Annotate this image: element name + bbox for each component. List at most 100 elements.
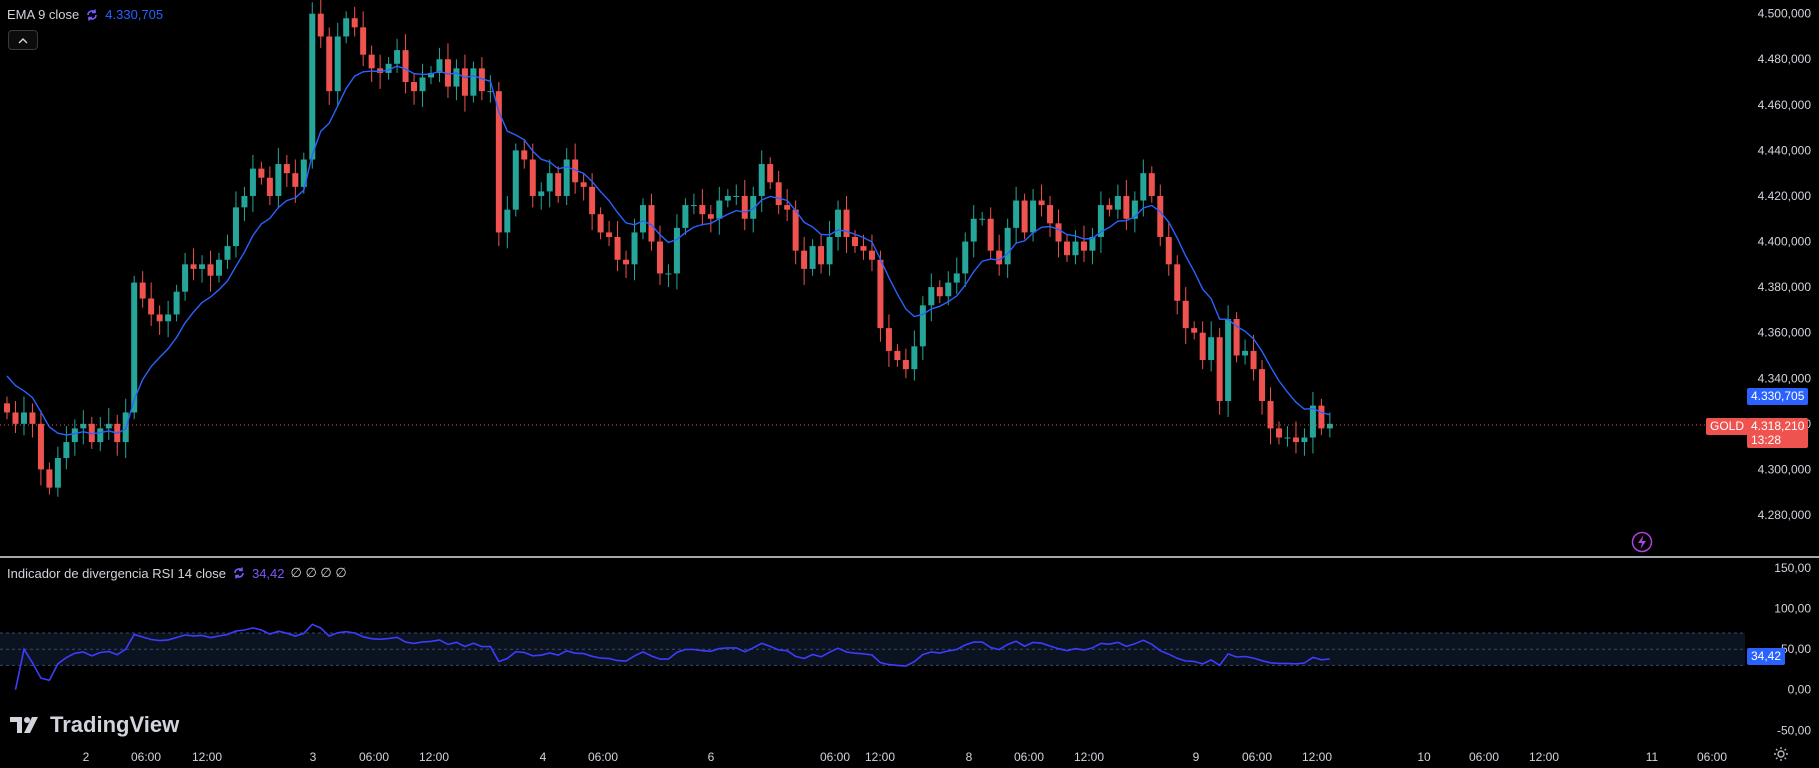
candle (1080, 225, 1087, 263)
candle-body (945, 282, 952, 297)
collapse-legend-button[interactable] (8, 30, 38, 50)
symbol-tag[interactable]: GOLD (1706, 418, 1749, 435)
rsi-tick-label: 100,00 (1774, 602, 1811, 616)
candle (546, 159, 553, 208)
rsi-legend-title: Indicador de divergencia RSI 14 close (7, 565, 226, 581)
price-tick-label: 4.360,000 (1758, 326, 1812, 340)
candle (979, 211, 986, 226)
candle (131, 275, 138, 420)
candle-body (1208, 337, 1215, 361)
candle-body (1030, 200, 1037, 233)
candle-body (614, 236, 621, 260)
ema-legend-title: EMA 9 close (7, 7, 80, 22)
candle (835, 200, 842, 251)
candle-body (54, 458, 61, 488)
candle-body (1157, 195, 1164, 237)
flash-icon[interactable] (1631, 531, 1653, 558)
candle-body (402, 50, 409, 83)
candle-body (529, 159, 536, 196)
candle-body (139, 282, 146, 299)
candle-body (419, 77, 426, 92)
candle (419, 63, 426, 108)
candle (885, 314, 892, 367)
candle (877, 250, 884, 342)
candle (1309, 391, 1316, 454)
candle (1038, 184, 1045, 217)
candle (631, 218, 638, 281)
time-tick-label: 12:00 (1302, 750, 1332, 764)
candle-body (1021, 200, 1028, 233)
candle (580, 173, 587, 201)
candle-body (648, 205, 655, 242)
candle (232, 191, 239, 258)
candle (411, 72, 418, 105)
candle-body (1284, 437, 1291, 439)
candle (105, 407, 112, 440)
candle (487, 75, 494, 103)
candle (1276, 421, 1282, 445)
time-tick-label: 8 (966, 750, 973, 764)
time-tick-label: 2 (83, 750, 90, 764)
price-axis[interactable]: 4.500,000 4.480,000 4.460,000 4.440,000 4.42… (1758, 7, 1812, 522)
candle (80, 410, 87, 445)
candle (987, 207, 994, 260)
gear-icon[interactable] (1773, 746, 1789, 767)
candle (148, 282, 155, 326)
candle (843, 195, 850, 253)
candle-body (690, 205, 697, 207)
candle (156, 305, 163, 335)
rsi-legend[interactable]: Indicador de divergencia RSI 14 close 34… (7, 565, 347, 581)
candle-body (190, 264, 197, 269)
candle (597, 207, 604, 240)
candle (970, 205, 977, 258)
candle-body (1055, 223, 1062, 242)
candle-body (1089, 236, 1096, 251)
candle-body (860, 246, 867, 251)
candle (394, 38, 401, 73)
candle (1064, 234, 1070, 263)
candle (741, 180, 748, 231)
candle-body (682, 205, 689, 228)
price-tick-label: 4.480,000 (1758, 52, 1812, 66)
candle-body (300, 159, 307, 187)
candle-body (597, 214, 604, 233)
candle (1021, 193, 1028, 240)
candle (334, 22, 341, 108)
candle-body (173, 291, 180, 315)
candle (911, 330, 918, 381)
candle (1326, 412, 1333, 438)
tradingview-logo[interactable]: TradingView (10, 712, 179, 738)
candle-body (148, 298, 155, 315)
candle (589, 173, 596, 231)
candle-body (936, 287, 943, 297)
candle (623, 250, 630, 278)
candle (182, 252, 189, 301)
candle (470, 61, 477, 103)
time-tick-label: 06:00 (1469, 750, 1499, 764)
candle-body (4, 403, 10, 413)
candle (673, 214, 680, 290)
candle-body (199, 264, 206, 269)
candle-body (1013, 200, 1020, 228)
time-axis[interactable]: 2 06:00 12:00 3 06:00 12:00 4 06:00 6 06:00 12:00 8… (83, 750, 1728, 764)
candle (826, 221, 833, 276)
rsi-band (0, 632, 1745, 666)
price-tick-label: 4.400,000 (1758, 235, 1812, 249)
time-tick-label: 12:00 (419, 750, 449, 764)
rsi-axis[interactable]: 150,00 100,00 50,00 0,00 -50,00 (1774, 561, 1811, 737)
candle-body (97, 428, 104, 443)
last-price-tag: 4.318,210 13:28 (1747, 418, 1809, 448)
candle-body (1292, 437, 1299, 443)
candle-body (351, 18, 358, 28)
candle (326, 27, 333, 105)
candle (428, 66, 434, 85)
candle-body (317, 13, 324, 37)
candle (775, 170, 782, 215)
candle-body (1131, 200, 1138, 219)
candle-body (88, 423, 95, 443)
time-tick-label: 06:00 (1242, 750, 1272, 764)
candle-body (894, 350, 901, 361)
ema-legend[interactable]: EMA 9 close 4.330,705 (7, 7, 163, 22)
candle (868, 234, 875, 272)
